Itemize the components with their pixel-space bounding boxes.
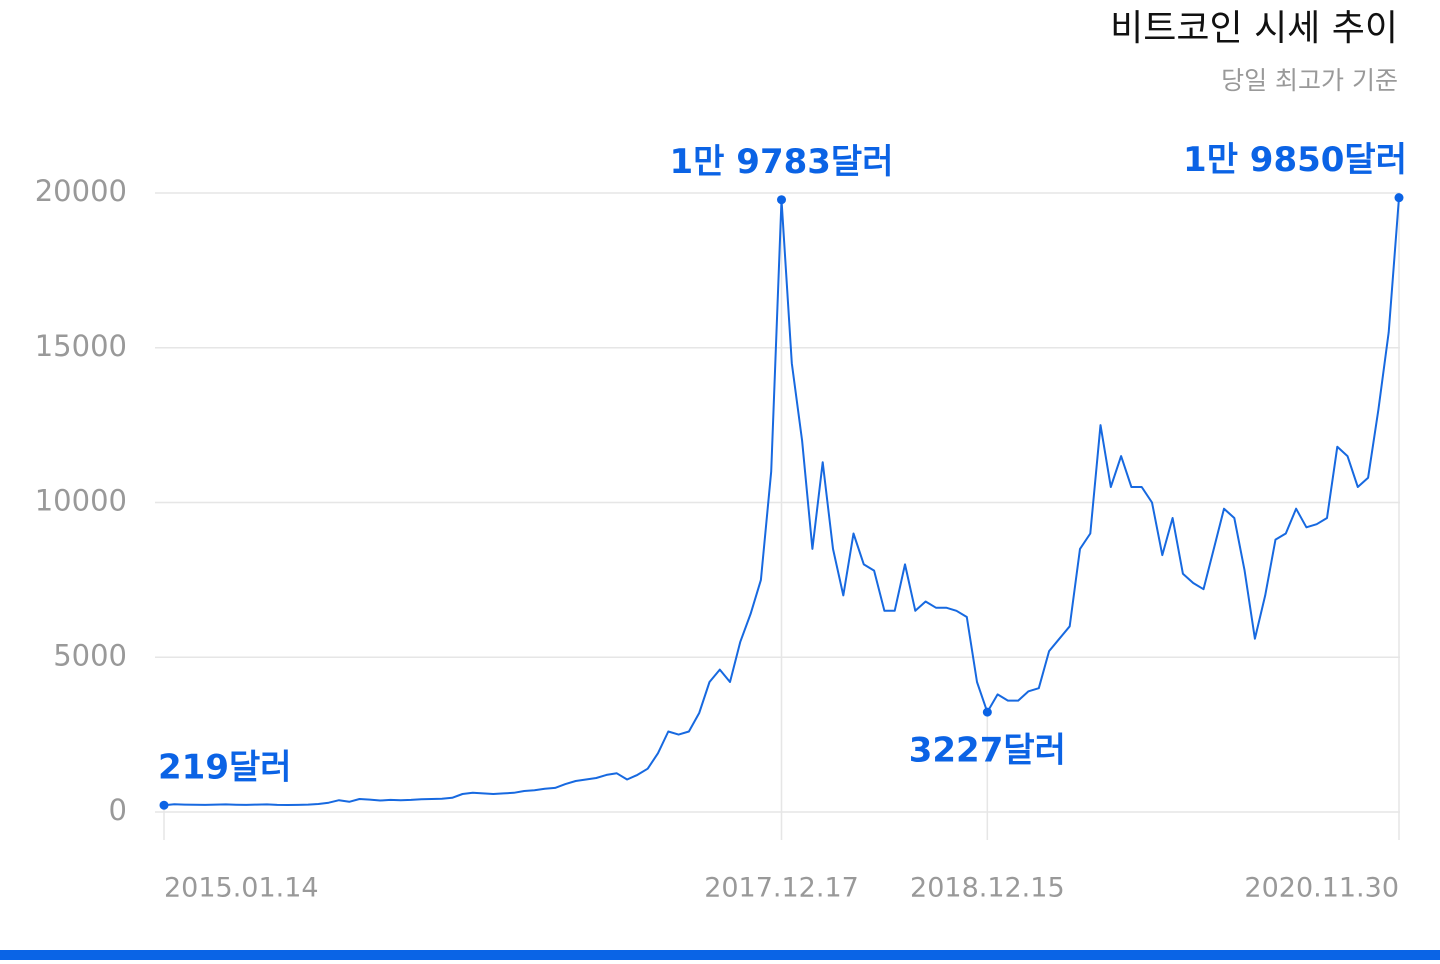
y-tick-label: 15000	[35, 329, 127, 363]
value-label: 219달러	[158, 748, 292, 788]
x-tick-label: 2018.12.15	[910, 873, 1065, 904]
x-tick-label: 2017.12.17	[704, 873, 859, 904]
x-tick-label: 2015.01.14	[164, 873, 319, 904]
y-tick-label: 10000	[35, 484, 127, 518]
x-tick-label: 2020.11.30	[1244, 873, 1399, 904]
bottom-bar	[0, 950, 1440, 960]
point-marker	[982, 707, 992, 717]
chart-title: 비트코인 시세 추이	[1110, 8, 1398, 49]
point-marker	[1394, 193, 1404, 203]
point-marker	[777, 195, 786, 205]
point-marker	[159, 800, 169, 810]
value-label: 1만 9850달러	[1183, 140, 1407, 180]
y-tick-label: 0	[109, 793, 127, 827]
value-label: 3227달러	[909, 731, 1066, 771]
value-label: 1만 9783달러	[670, 142, 894, 182]
chart-subtitle: 당일 최고가 기준	[1221, 66, 1398, 95]
y-tick-label: 20000	[35, 174, 127, 208]
y-tick-label: 5000	[53, 638, 127, 672]
